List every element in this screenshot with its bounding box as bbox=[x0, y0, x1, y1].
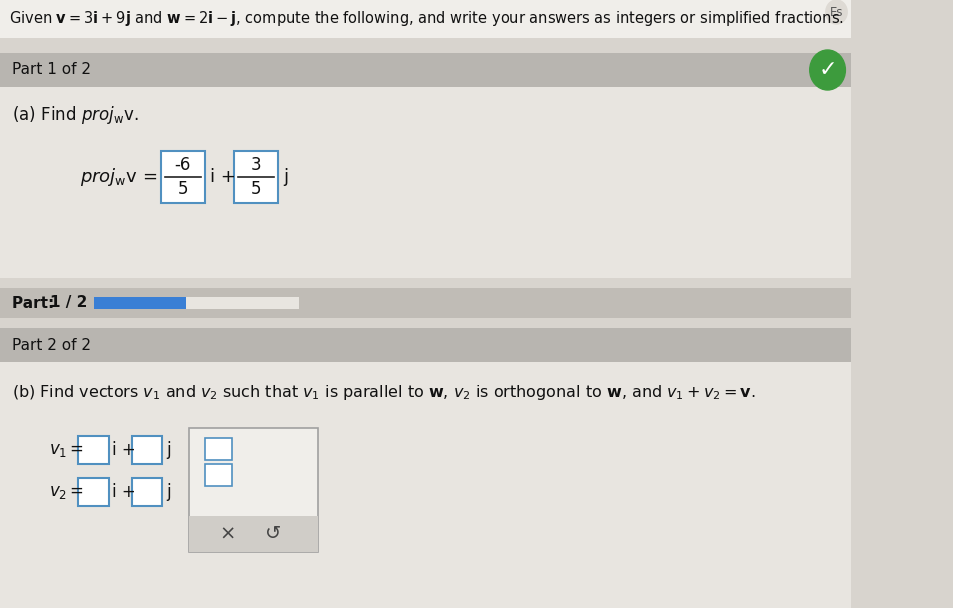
Bar bbox=[78, 478, 109, 506]
Text: (a) Find $\mathit{proj}_\mathrm{w}$v.: (a) Find $\mathit{proj}_\mathrm{w}$v. bbox=[12, 104, 139, 126]
Text: $v_2=$: $v_2=$ bbox=[49, 483, 84, 501]
Text: 5: 5 bbox=[251, 180, 261, 198]
Text: j: j bbox=[283, 168, 289, 186]
Bar bbox=[233, 151, 278, 203]
Text: ↺: ↺ bbox=[265, 525, 281, 544]
Bar bbox=[189, 428, 318, 552]
Text: i +: i + bbox=[211, 168, 236, 186]
Bar bbox=[0, 328, 850, 608]
Bar bbox=[0, 0, 850, 38]
Text: 3: 3 bbox=[251, 156, 261, 174]
Circle shape bbox=[809, 50, 844, 90]
Bar bbox=[0, 328, 850, 362]
Bar bbox=[93, 297, 186, 309]
Bar bbox=[0, 38, 850, 53]
Text: i +: i + bbox=[112, 483, 136, 501]
Bar bbox=[0, 288, 850, 318]
Text: $v_1=$: $v_1=$ bbox=[49, 441, 84, 459]
Text: i +: i + bbox=[112, 441, 136, 459]
Circle shape bbox=[825, 0, 846, 24]
Bar bbox=[93, 297, 298, 309]
Bar bbox=[189, 516, 318, 552]
Bar bbox=[160, 151, 205, 203]
Text: Part 2 of 2: Part 2 of 2 bbox=[12, 337, 91, 353]
Text: 1 / 2: 1 / 2 bbox=[50, 295, 88, 311]
Text: 5: 5 bbox=[177, 180, 188, 198]
Bar bbox=[0, 53, 850, 278]
Text: Part:: Part: bbox=[12, 295, 60, 311]
Bar bbox=[205, 438, 232, 460]
Bar bbox=[0, 318, 850, 328]
Text: (b) Find vectors $v_1$ and $v_2$ such that $v_1$ is parallel to $\mathbf{w}$, $v: (b) Find vectors $v_1$ and $v_2$ such th… bbox=[12, 382, 756, 401]
Text: Part 1 of 2: Part 1 of 2 bbox=[12, 63, 91, 77]
Text: ✓: ✓ bbox=[818, 60, 836, 80]
Bar bbox=[132, 478, 162, 506]
Text: ×: × bbox=[219, 525, 235, 544]
Text: $\mathit{proj}_\mathrm{w}$v =: $\mathit{proj}_\mathrm{w}$v = bbox=[80, 166, 157, 188]
Text: -6: -6 bbox=[174, 156, 191, 174]
Text: j: j bbox=[166, 483, 171, 501]
Text: Es: Es bbox=[829, 5, 842, 18]
Text: Given $\mathbf{v}=3\mathbf{i}+9\mathbf{j}$ and $\mathbf{w}=2\mathbf{i}-\mathbf{j: Given $\mathbf{v}=3\mathbf{i}+9\mathbf{j… bbox=[9, 10, 842, 29]
Bar bbox=[189, 516, 318, 552]
Bar bbox=[78, 436, 109, 464]
Bar bbox=[132, 436, 162, 464]
Text: j: j bbox=[166, 441, 171, 459]
Bar bbox=[0, 278, 850, 288]
Bar bbox=[0, 53, 850, 87]
Bar bbox=[205, 464, 232, 486]
